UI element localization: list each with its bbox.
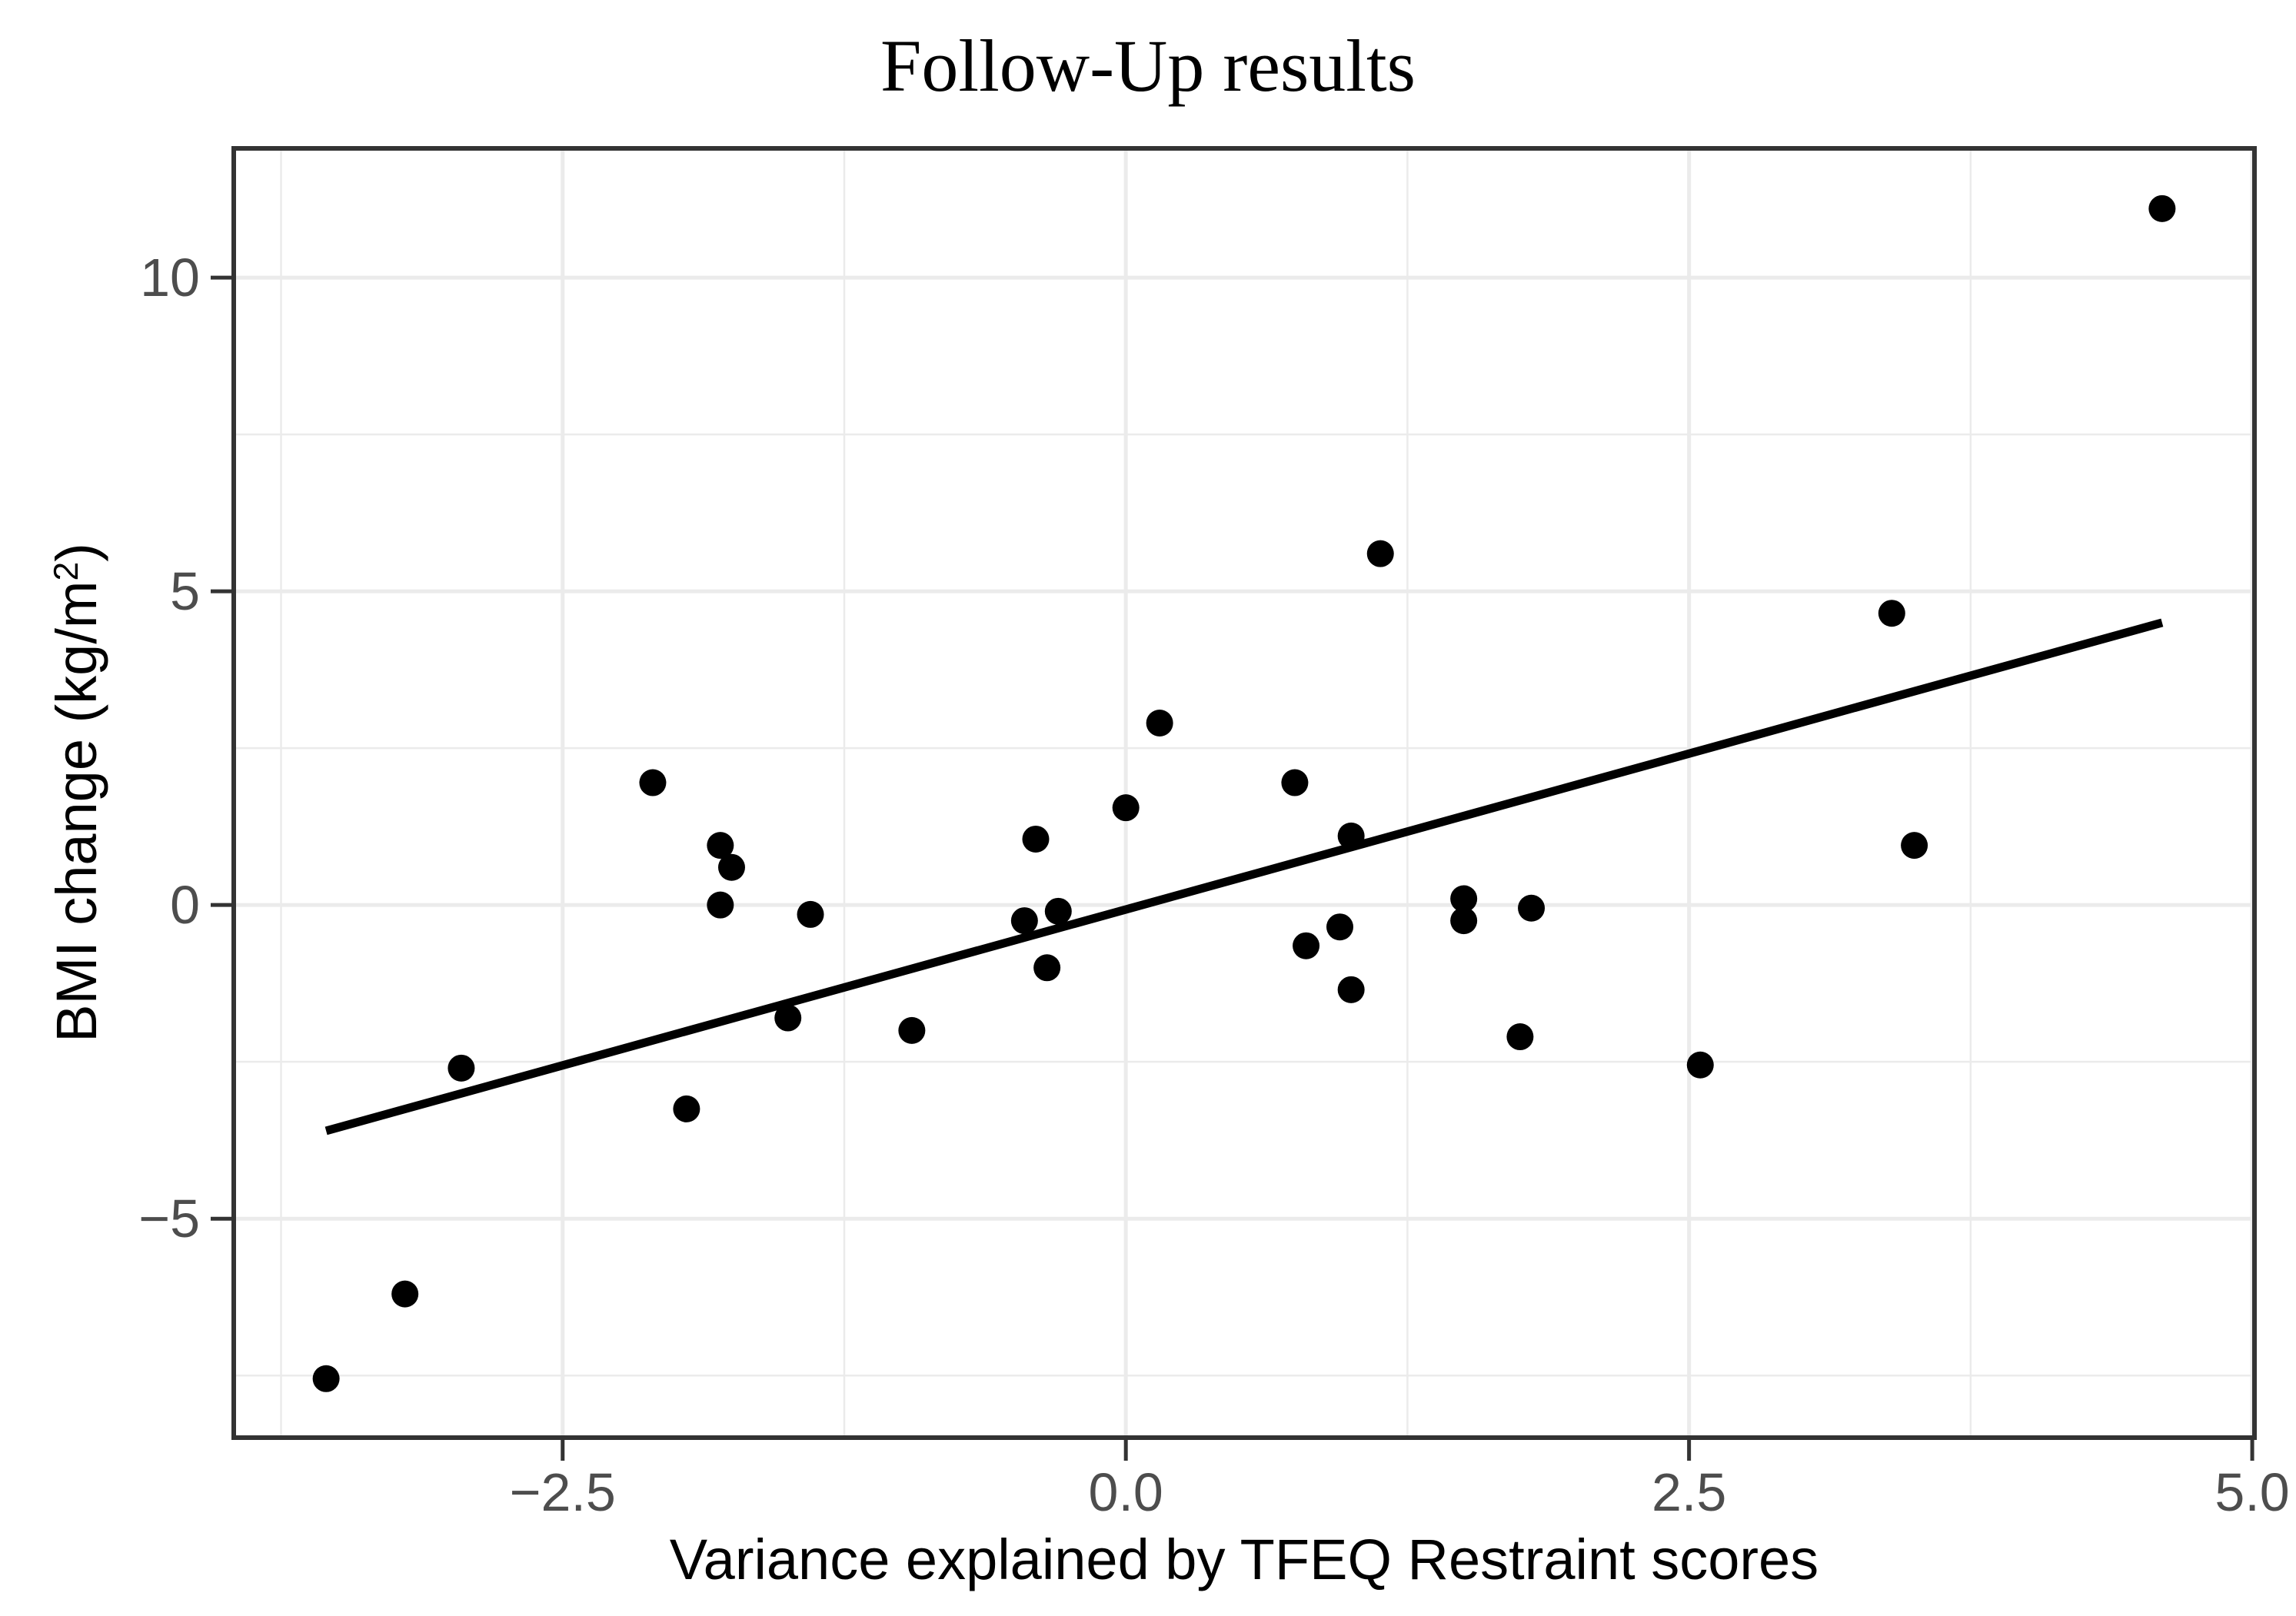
data-point — [1506, 1023, 1534, 1051]
data-point — [898, 1016, 926, 1044]
x-tick-label: 0.0 — [1089, 1462, 1163, 1522]
data-point — [1010, 907, 1038, 935]
data-point — [448, 1054, 475, 1082]
data-point — [1337, 976, 1365, 1003]
data-point — [1337, 822, 1365, 850]
y-tick-label: −5 — [138, 1189, 200, 1249]
data-point — [1326, 913, 1354, 941]
y-tick-label: 5 — [170, 561, 200, 621]
y-axis-title: BMI change (kg/m2) — [45, 543, 108, 1042]
data-point — [1281, 769, 1309, 796]
data-point — [1450, 907, 1478, 935]
data-point — [1044, 897, 1072, 925]
data-point — [774, 1004, 802, 1032]
y-axis-title-closing: ) — [45, 543, 108, 562]
panel-border — [231, 146, 2257, 1440]
y-axis-title-superscript: 2 — [47, 561, 85, 581]
data-point — [312, 1365, 340, 1392]
x-tick-label: −2.5 — [510, 1462, 616, 1522]
data-point — [2148, 195, 2176, 222]
data-point — [707, 891, 734, 919]
x-tick-label: 5.0 — [2214, 1462, 2289, 1522]
data-point — [1901, 832, 1928, 860]
plot-panel — [234, 148, 2254, 1438]
data-point — [1518, 894, 1546, 922]
data-point — [1022, 825, 1050, 853]
data-point — [1450, 885, 1478, 913]
x-tick-label: 2.5 — [1652, 1462, 1726, 1522]
x-axis-title: Variance explained by TFEQ Restraint sco… — [669, 1528, 1819, 1591]
data-point — [707, 832, 734, 860]
data-point — [1878, 600, 1905, 627]
data-point — [1366, 540, 1394, 567]
data-point — [1686, 1051, 1714, 1079]
data-point — [639, 769, 667, 796]
data-point — [1146, 710, 1173, 737]
chart-title: Follow-Up results — [880, 25, 1416, 107]
data-point — [391, 1280, 419, 1308]
data-point — [1033, 954, 1061, 982]
y-tick-label: 10 — [140, 248, 200, 308]
y-axis-title-text: BMI change (kg/m — [45, 580, 108, 1042]
data-point — [717, 853, 745, 881]
data-point — [797, 900, 824, 928]
data-point — [1112, 794, 1140, 822]
trend-line — [324, 618, 2164, 1136]
data-point — [1293, 932, 1320, 959]
y-tick-label: 0 — [170, 875, 200, 935]
data-point — [673, 1095, 700, 1122]
